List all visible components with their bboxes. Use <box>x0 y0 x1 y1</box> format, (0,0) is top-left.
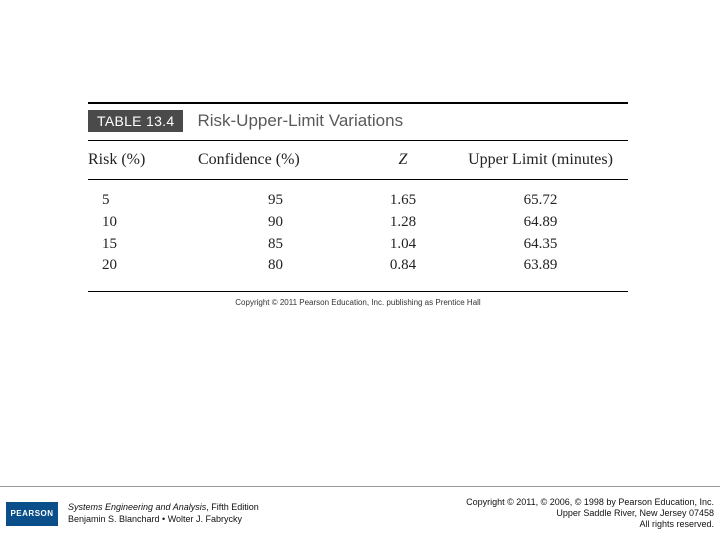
slide: TABLE 13.4 Risk-Upper-Limit Variations R… <box>0 0 720 540</box>
table-body: 5 95 1.65 65.72 10 90 1.28 64.89 15 85 1… <box>88 180 628 291</box>
cell-z: 1.04 <box>353 234 453 256</box>
cell-upperlimit: 64.35 <box>453 234 628 256</box>
col-risk-header: Risk (%) <box>88 151 198 169</box>
footer-copyright-line1: Copyright © 2011, © 2006, © 1998 by Pear… <box>466 497 714 508</box>
table-copyright: Copyright © 2011 Pearson Education, Inc.… <box>88 298 628 307</box>
table-header-row: Risk (%) Confidence (%) Z Upper Limit (m… <box>88 141 628 179</box>
col-confidence-header: Confidence (%) <box>198 151 353 169</box>
slide-footer: PEARSON Systems Engineering and Analysis… <box>0 486 720 540</box>
pearson-logo: PEARSON <box>6 502 58 526</box>
book-title: Systems Engineering and Analysis <box>68 502 206 512</box>
book-title-line: Systems Engineering and Analysis, Fifth … <box>68 502 259 513</box>
footer-left: PEARSON Systems Engineering and Analysis… <box>6 502 259 526</box>
footer-right: Copyright © 2011, © 2006, © 1998 by Pear… <box>466 497 714 531</box>
footer-copyright-line3: All rights reserved. <box>466 519 714 530</box>
cell-confidence: 80 <box>198 255 353 277</box>
cell-z: 0.84 <box>353 255 453 277</box>
book-info: Systems Engineering and Analysis, Fifth … <box>68 502 259 525</box>
col-z-header: Z <box>353 151 453 169</box>
cell-risk: 10 <box>88 212 198 234</box>
cell-upperlimit: 63.89 <box>453 255 628 277</box>
cell-z: 1.28 <box>353 212 453 234</box>
cell-upperlimit: 64.89 <box>453 212 628 234</box>
cell-confidence: 95 <box>198 190 353 212</box>
cell-risk: 20 <box>88 255 198 277</box>
table-title: Risk-Upper-Limit Variations <box>197 111 403 131</box>
rule-bottom <box>88 291 628 292</box>
book-edition: , Fifth Edition <box>206 502 259 512</box>
cell-z: 1.65 <box>353 190 453 212</box>
book-authors: Benjamin S. Blanchard • Wolter J. Fabryc… <box>68 514 259 525</box>
cell-upperlimit: 65.72 <box>453 190 628 212</box>
col-upperlimit-header: Upper Limit (minutes) <box>453 151 628 169</box>
footer-copyright-line2: Upper Saddle River, New Jersey 07458 <box>466 508 714 519</box>
cell-confidence: 90 <box>198 212 353 234</box>
table-row: 20 80 0.84 63.89 <box>88 255 628 277</box>
table-caption: TABLE 13.4 Risk-Upper-Limit Variations <box>88 104 628 140</box>
table-label: TABLE 13.4 <box>88 110 183 132</box>
cell-confidence: 85 <box>198 234 353 256</box>
table-row: 5 95 1.65 65.72 <box>88 190 628 212</box>
table-13-4: TABLE 13.4 Risk-Upper-Limit Variations R… <box>88 102 628 307</box>
cell-risk: 5 <box>88 190 198 212</box>
table-row: 15 85 1.04 64.35 <box>88 234 628 256</box>
cell-risk: 15 <box>88 234 198 256</box>
table-row: 10 90 1.28 64.89 <box>88 212 628 234</box>
